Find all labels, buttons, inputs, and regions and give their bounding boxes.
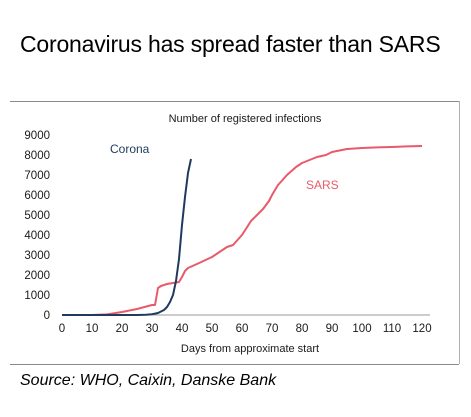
series-label-sars: SARS [306,178,339,192]
source-note: Source: WHO, Caixin, Danske Bank [20,372,277,389]
x-tick-label: 40 [176,323,189,335]
x-tick-label: 70 [266,323,279,335]
frame-right-border [459,101,460,364]
y-tick-label: 2000 [24,270,50,282]
x-tick-label: 20 [116,323,129,335]
chart-heading: Coronavirus has spread faster than SARS [20,31,441,57]
x-tick-label: 100 [352,323,371,335]
x-tick-label: 120 [412,323,431,335]
infections-line-chart: Number of registered infections 01000200… [24,113,432,355]
x-axis-title: Days from approximate start [181,343,319,355]
y-tick-label: 5000 [24,210,50,222]
x-tick-label: 0 [59,323,65,335]
x-tick-label: 90 [326,323,339,335]
y-tick-label: 9000 [24,130,50,142]
y-tick-label: 8000 [24,150,50,162]
x-tick-label: 60 [236,323,249,335]
chart-title: Number of registered infections [169,113,322,125]
x-axis-ticks: 0 10 20 30 40 50 60 70 80 90 100 110 120 [59,323,432,335]
y-tick-label: 0 [44,310,50,322]
y-tick-label: 3000 [24,250,50,262]
series-lines [62,145,423,316]
y-axis-ticks: 0 1000 2000 3000 4000 5000 6000 7000 8000 9000 [24,130,50,322]
series-line-sars [62,145,423,316]
x-tick-label: 30 [146,323,159,335]
x-tick-label: 110 [383,323,401,335]
y-tick-label: 4000 [24,230,50,242]
x-tick-label: 10 [86,323,99,335]
series-label-corona: Corona [110,142,150,156]
y-tick-label: 6000 [24,190,50,202]
top-divider [10,101,459,102]
x-tick-label: 80 [296,323,309,335]
series-line-corona [62,158,192,316]
y-tick-label: 1000 [24,290,50,302]
y-tick-label: 7000 [24,170,50,182]
bottom-divider [10,364,459,365]
x-tick-label: 50 [206,323,219,335]
